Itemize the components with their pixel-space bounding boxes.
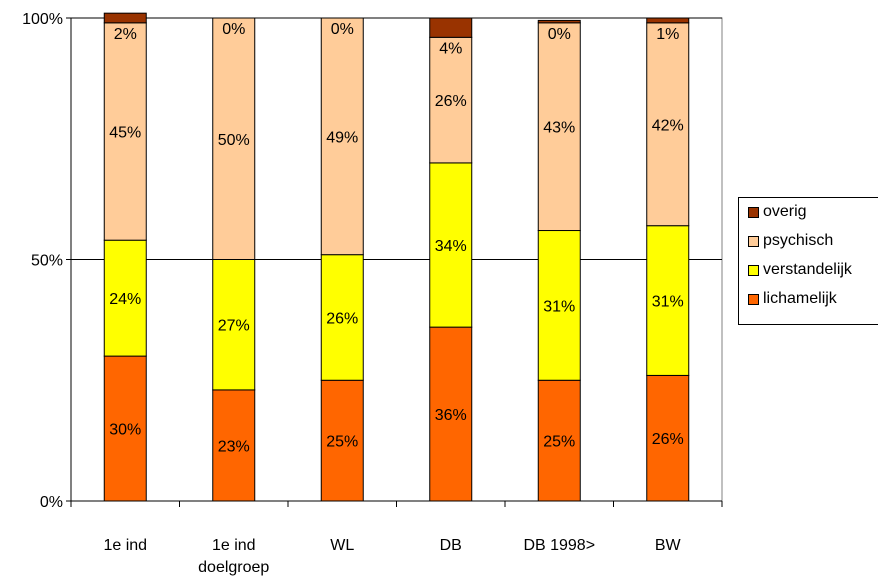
data-label-overig: 2%: [114, 26, 137, 43]
data-label-lichamelijk: 30%: [109, 422, 141, 439]
bar-segment-overig: [537, 19, 581, 24]
legend-swatch: [748, 293, 759, 305]
data-label-lichamelijk: 26%: [652, 431, 684, 448]
x-tick-label: 1e ind: [103, 537, 147, 554]
bar-segment-lichamelijk: [212, 389, 256, 502]
legend-label: lichamelijk: [763, 290, 837, 307]
bar-segment-verstandelijk: [212, 259, 256, 391]
segment-labels: 30% 24% 45% 2% 23% 27% 50% 0% 25% 26% 49% 0% 36% 34% 2…: [109, 21, 684, 455]
bar-segment-psychisch: [212, 17, 256, 260]
y-axis-ticks: 0% 50% 100%: [22, 11, 71, 511]
data-label-overig: 0%: [548, 26, 571, 43]
bar-segment-lichamelijk: [537, 379, 581, 502]
y-tick-label: 0%: [40, 494, 63, 511]
x-tick-label: DB: [440, 537, 462, 554]
x-tick-label: 1e ind doelgroep: [198, 537, 269, 576]
data-label-overig: 0%: [222, 21, 245, 38]
data-label-verstandelijk: 34%: [435, 238, 467, 255]
data-label-verstandelijk: 26%: [326, 310, 358, 327]
bar-segment-overig: [429, 17, 473, 38]
bar-segment-psychisch: [429, 36, 473, 164]
legend-swatch: [748, 206, 759, 218]
data-label-verstandelijk: 24%: [109, 291, 141, 308]
legend-item-overig: overig: [748, 202, 807, 222]
x-tick-label: WL: [330, 537, 354, 554]
legend-label: psychisch: [763, 232, 834, 249]
data-label-psychisch: 42%: [652, 117, 684, 134]
legend-item-verstandelijk: verstandelijk: [748, 260, 852, 280]
bar-segment-lichamelijk: [429, 326, 473, 502]
bar-segment-psychisch: [320, 17, 364, 256]
data-label-overig: 1%: [656, 26, 679, 43]
data-label-lichamelijk: 25%: [326, 434, 358, 451]
data-label-overig: 0%: [331, 21, 354, 38]
bar-segment-overig: [103, 12, 147, 24]
bar-segment-verstandelijk: [429, 162, 473, 328]
data-label-psychisch: 26%: [435, 93, 467, 110]
legend-swatch: [748, 264, 759, 276]
bar-segment-lichamelijk: [646, 374, 690, 502]
data-label-psychisch: 43%: [543, 120, 575, 137]
bar-segment-verstandelijk: [103, 239, 147, 357]
x-axis-ticks: 1e ind 1e ind doelgroep WL DB DB 1998> BW: [70, 501, 723, 576]
data-label-verstandelijk: 31%: [543, 298, 575, 315]
x-tick-label: BW: [655, 537, 682, 554]
legend: overig psychisch verstandelijk lichamelijk: [738, 197, 878, 325]
bar-segment-overig: [646, 17, 690, 24]
data-label-psychisch: 49%: [326, 129, 358, 146]
legend-item-lichamelijk: lichamelijk: [748, 289, 837, 309]
gridlines: [71, 17, 722, 260]
bar-segments: [103, 12, 690, 502]
data-label-lichamelijk: 23%: [218, 438, 250, 455]
legend-label: overig: [763, 203, 807, 220]
x-tick-label: DB 1998>: [523, 537, 595, 554]
legend-item-psychisch: psychisch: [748, 231, 833, 251]
bar-segment-verstandelijk: [320, 254, 364, 381]
bar-segment-psychisch: [646, 22, 690, 227]
y-tick-label: 50%: [31, 253, 63, 270]
data-label-psychisch: 50%: [218, 132, 250, 149]
bar-segment-psychisch: [537, 22, 581, 232]
data-label-verstandelijk: 27%: [218, 318, 250, 335]
bar-segment-verstandelijk: [646, 225, 690, 376]
legend-label: verstandelijk: [763, 261, 852, 278]
y-tick-label: 100%: [22, 11, 63, 28]
data-label-verstandelijk: 31%: [652, 294, 684, 311]
bar-segment-psychisch: [103, 22, 147, 241]
data-label-overig: 4%: [439, 40, 462, 57]
legend-swatch: [748, 235, 759, 247]
data-label-lichamelijk: 36%: [435, 407, 467, 424]
data-label-lichamelijk: 25%: [543, 434, 575, 451]
data-label-psychisch: 45%: [109, 125, 141, 142]
